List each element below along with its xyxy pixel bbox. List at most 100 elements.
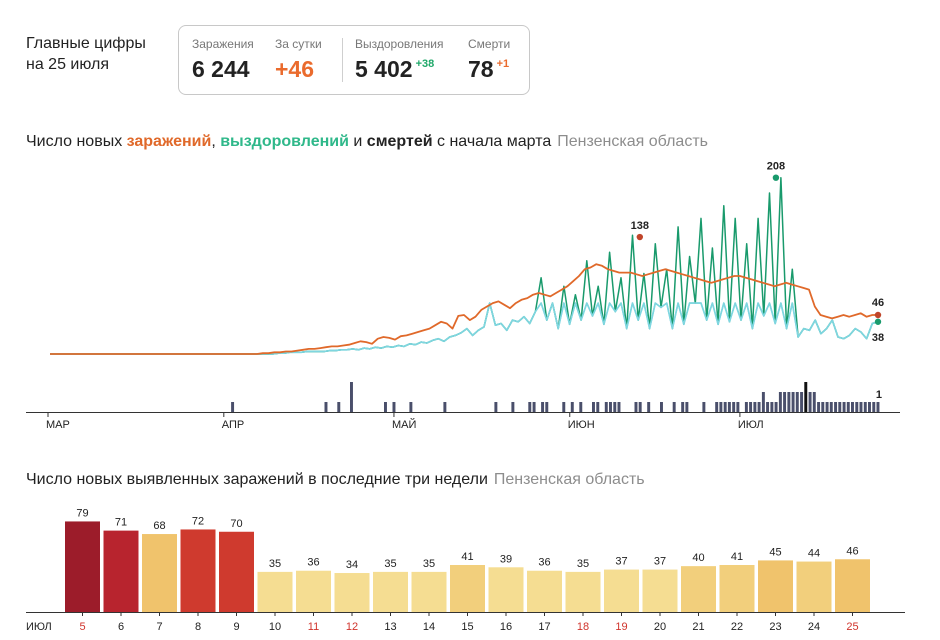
bar-value-label: 37 [615, 556, 627, 568]
deaths-bar [392, 402, 396, 412]
deaths-bar [863, 402, 867, 412]
x-tick-label: ИЮЛ [738, 419, 764, 431]
chart2-title-text: Число новых выявленных заражений в после… [26, 471, 488, 488]
category-label: 22 [731, 621, 743, 633]
bar [642, 569, 678, 612]
bar [103, 530, 139, 612]
bar-value-label: 36 [307, 557, 319, 569]
bar [334, 573, 370, 612]
chart1-title-deaths: смертей [366, 133, 433, 150]
x-tick-label: МАР [46, 419, 70, 431]
line-chart: 1 МАР АПР МАЙ ИЮН ИЮЛ 138 208 46 38 [26, 161, 900, 431]
bar-value-label: 41 [461, 551, 473, 563]
chart2-title: Число новых выявленных заражений в после… [26, 471, 645, 489]
bar [180, 529, 216, 612]
stat-daily-label: За сутки [275, 37, 322, 51]
deaths-bar [838, 402, 842, 412]
category-label: 12 [346, 621, 358, 633]
deaths-bar [596, 402, 600, 412]
deaths-bar [324, 402, 328, 412]
deaths-bar [634, 402, 638, 412]
deaths-bar [800, 392, 804, 412]
bar [219, 531, 254, 612]
headline-line1: Главные цифры [26, 35, 146, 52]
category-label: 9 [233, 621, 239, 633]
bar [565, 571, 601, 612]
deaths-bar [774, 402, 778, 412]
category-label: 7 [156, 621, 162, 633]
bar [257, 571, 293, 612]
bar-chart-ticks: ИЮЛ 5 6 7 8 9 10 11 12 13 14 15 16 17 18 19 20 21 22 23 24 25 [26, 612, 859, 633]
deaths-bar [617, 402, 621, 412]
deaths-bar [231, 402, 235, 412]
month-label: ИЮЛ [26, 621, 52, 633]
deaths-bar [825, 402, 829, 412]
deaths-bar [804, 382, 808, 412]
category-label: 6 [118, 621, 124, 633]
peak-marker [874, 318, 882, 325]
x-tick-label: АПР [222, 419, 244, 431]
deaths-bar [766, 402, 770, 412]
stat-cases-value: 6 244 [192, 56, 250, 82]
bar [719, 565, 755, 612]
x-tick-label: ИЮН [568, 419, 595, 431]
deaths-bar [757, 402, 761, 412]
stat-deaths-value: 78 [468, 56, 494, 82]
bar [488, 567, 524, 612]
stats-box: Заражения 6 244 За сутки +46 Выздоровлен… [178, 25, 530, 95]
deaths-bar [736, 402, 740, 412]
deaths-bar [647, 402, 651, 412]
deaths-bar [851, 402, 854, 412]
bar-value-label: 44 [808, 548, 820, 560]
category-label: 17 [538, 621, 550, 633]
bar [450, 565, 485, 612]
headline: Главные цифры на 25 июля [26, 33, 146, 75]
deaths-bar [791, 392, 795, 412]
deaths-bar [761, 392, 765, 412]
deaths-bar [770, 402, 774, 412]
bar-value-label: 70 [230, 518, 242, 530]
deaths-bar [876, 402, 880, 412]
stat-deaths: Смерти 78 +1 [468, 37, 510, 83]
bar [142, 534, 177, 612]
chart1-region: Пензенская область [557, 133, 708, 150]
bar-value-label: 40 [692, 552, 704, 564]
deaths-bar [613, 402, 617, 412]
deaths-bar [562, 402, 566, 412]
bar [296, 570, 331, 612]
bar [527, 570, 562, 612]
bar-value-label: 36 [538, 557, 550, 569]
category-label: 5 [79, 621, 85, 633]
deaths-bar [579, 402, 583, 412]
deaths-bar [744, 402, 748, 412]
cases-line [50, 263, 878, 355]
deaths-last-label: 1 [876, 389, 882, 401]
deaths-bar [681, 402, 685, 412]
deaths-bar [702, 402, 706, 412]
category-label: 24 [808, 621, 820, 633]
peak-marker [772, 174, 780, 181]
deaths-bar [570, 402, 574, 412]
peak-label: 138 [631, 220, 649, 232]
deaths-bar [749, 402, 753, 412]
bar [681, 566, 716, 612]
category-label: 8 [195, 621, 201, 633]
deaths-bar [528, 402, 532, 412]
deaths-bar [817, 402, 821, 412]
chart1-title-suffix: с начала марта [432, 133, 552, 150]
deaths-bar [795, 392, 799, 412]
deaths-bar [778, 392, 782, 412]
bar-value-label: 72 [192, 515, 204, 527]
deaths-bar [846, 402, 850, 412]
bar-value-label: 45 [769, 546, 781, 558]
chart1-title-recovered: выздоровлений [220, 133, 349, 150]
deaths-bar [541, 402, 545, 412]
deaths-bar [715, 402, 719, 412]
bar-chart-bars: 79 71 68 72 70 35 36 34 35 35 41 39 36 35 37 37 40 41 45 44… [65, 507, 870, 612]
deaths-bar [842, 402, 846, 412]
bar [373, 571, 408, 612]
category-label: 21 [692, 621, 704, 633]
stat-recovered-value: 5 402 [355, 56, 413, 82]
deaths-bar [494, 402, 498, 412]
peak-marker [636, 233, 644, 241]
